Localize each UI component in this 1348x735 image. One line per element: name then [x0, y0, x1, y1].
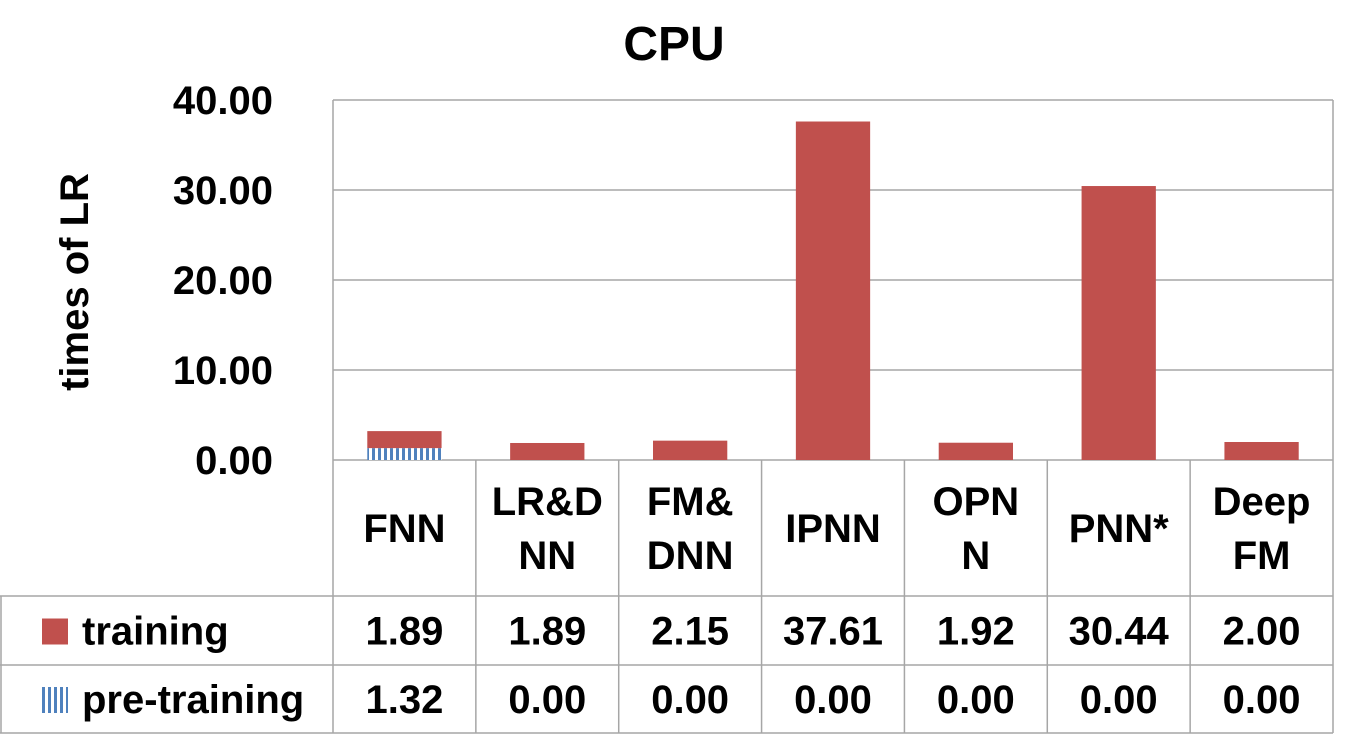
- data-label-pre-training: 0.00: [1223, 678, 1301, 722]
- data-label-pre-training: 0.00: [794, 678, 872, 722]
- data-label-training: 37.61: [783, 610, 883, 654]
- category-label: DNN: [647, 534, 734, 578]
- bar-training: [1081, 186, 1156, 461]
- category-label: LR&D: [492, 480, 603, 524]
- category-label: Deep: [1213, 480, 1311, 524]
- category-label: NN: [518, 534, 576, 578]
- category-label: FNN: [363, 507, 445, 551]
- category-label: OPN: [933, 480, 1020, 524]
- bar-training: [795, 121, 871, 460]
- data-label-pre-training: 0.00: [937, 678, 1015, 722]
- legend-label-pre-training: pre-training: [82, 678, 304, 722]
- y-axis-label: times of LR: [53, 173, 97, 391]
- data-label-training: 30.44: [1069, 610, 1170, 654]
- data-label-training: 1.89: [508, 610, 586, 654]
- category-label: FM&: [647, 480, 734, 524]
- y-tick-label: 40.00: [173, 79, 273, 123]
- bar-training: [367, 431, 442, 449]
- data-label-pre-training: 0.00: [651, 678, 729, 722]
- data-label-pre-training: 0.00: [1080, 678, 1158, 722]
- bar-training: [510, 442, 585, 460]
- bars: [367, 121, 1299, 461]
- bar-training: [1224, 442, 1299, 460]
- data-table: FNN 1.89 1.32 LR&D NN 1.89 0.00 FM&DNN 2.15 0.00 I…: [0, 460, 1333, 734]
- data-label-training: 2.00: [1223, 610, 1301, 654]
- y-tick-label: 10.00: [173, 349, 273, 393]
- data-label-pre-training: 1.32: [365, 678, 443, 722]
- legend-key-pre-training: [42, 687, 68, 713]
- chart-title: CPU: [623, 18, 724, 71]
- data-label-training: 2.15: [651, 610, 729, 654]
- y-tick-label: 30.00: [173, 169, 273, 213]
- legend-key-training: [42, 618, 68, 645]
- y-axis-ticks: 0.00 10.00 20.00 30.00 40.00: [173, 79, 273, 483]
- category-label: N: [961, 534, 990, 578]
- data-label-training: 1.89: [365, 610, 443, 654]
- data-label-pre-training: 0.00: [508, 678, 586, 722]
- bar-pre-training: [367, 448, 442, 460]
- category-label: PNN*: [1069, 507, 1169, 551]
- category-label: IPNN: [785, 507, 881, 551]
- bar-training: [653, 440, 728, 460]
- data-label-training: 1.92: [937, 610, 1015, 654]
- bar-training: [938, 442, 1013, 460]
- category-label: FM: [1233, 534, 1291, 578]
- y-tick-label: 20.00: [173, 259, 273, 303]
- y-tick-label: 0.00: [195, 439, 273, 483]
- legend-label-training: training: [82, 610, 229, 654]
